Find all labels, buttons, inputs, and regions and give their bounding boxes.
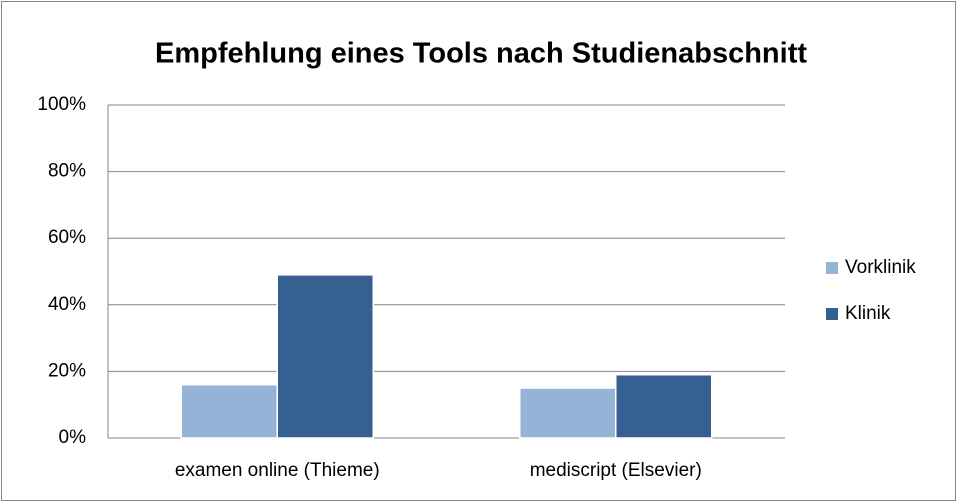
bar <box>615 373 713 439</box>
y-tick-label: 60% <box>48 227 86 248</box>
legend-swatch <box>826 262 838 274</box>
legend-label: Vorklinik <box>845 257 916 278</box>
y-tick-label: 100% <box>37 94 86 115</box>
chart-title: Empfehlung eines Tools nach Studienabsch… <box>155 38 807 70</box>
y-tick-label: 80% <box>48 161 86 182</box>
y-tick-label: 20% <box>48 360 86 381</box>
legend-label: Klinik <box>845 303 891 324</box>
bar <box>276 274 374 439</box>
y-tick-label: 0% <box>59 427 87 448</box>
y-tick-label: 40% <box>48 294 86 315</box>
bar <box>180 383 278 439</box>
bar <box>519 387 617 439</box>
x-tick-label: examen online (Thieme) <box>175 460 380 481</box>
legend-swatch <box>826 308 838 320</box>
x-tick-label: mediscript (Elsevier) <box>530 460 702 481</box>
